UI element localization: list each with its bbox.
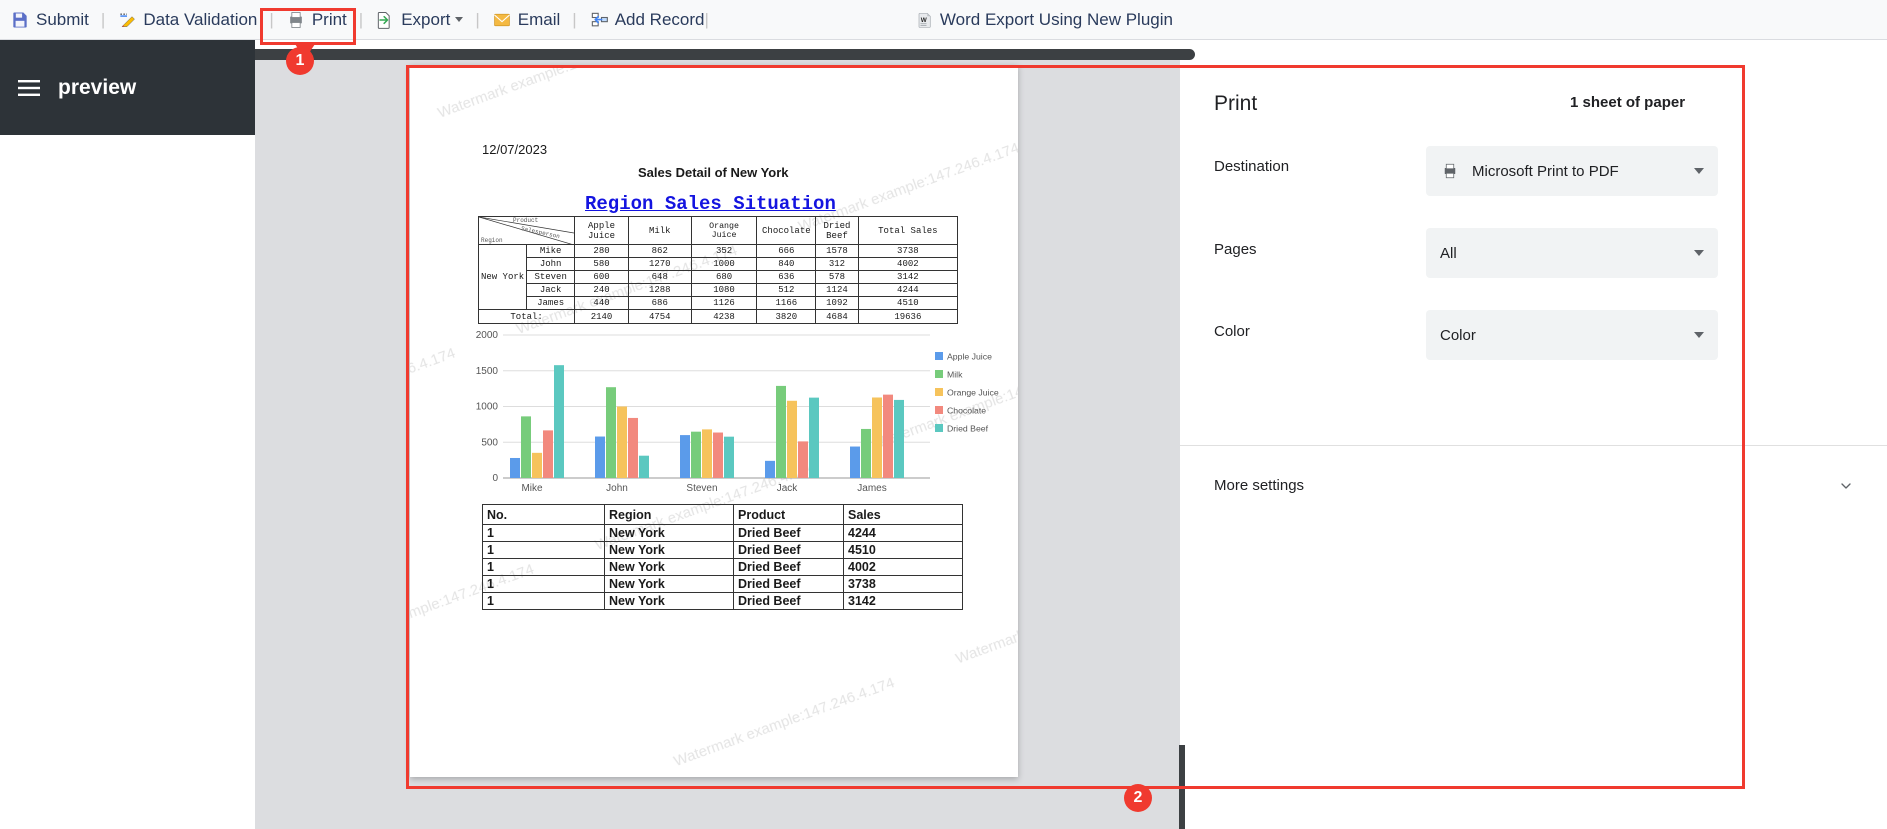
svg-text:2000: 2000: [476, 330, 499, 341]
svg-text:1000: 1000: [476, 402, 499, 413]
svg-text:Apple Juice: Apple Juice: [947, 352, 992, 362]
svg-text:0: 0: [492, 473, 498, 484]
svg-text:Steven: Steven: [686, 483, 717, 494]
svg-text:Milk: Milk: [947, 370, 963, 380]
svg-text:John: John: [606, 483, 628, 494]
svg-text:Mike: Mike: [521, 483, 543, 494]
svg-text:Dried Beef: Dried Beef: [947, 424, 989, 434]
svg-text:Chocolate: Chocolate: [947, 406, 986, 416]
svg-text:Orange Juice: Orange Juice: [947, 388, 999, 398]
svg-text:James: James: [857, 483, 886, 494]
svg-text:W: W: [921, 16, 927, 23]
svg-text:500: 500: [481, 437, 498, 448]
svg-text:Jack: Jack: [777, 483, 799, 494]
svg-text:1500: 1500: [476, 366, 499, 377]
